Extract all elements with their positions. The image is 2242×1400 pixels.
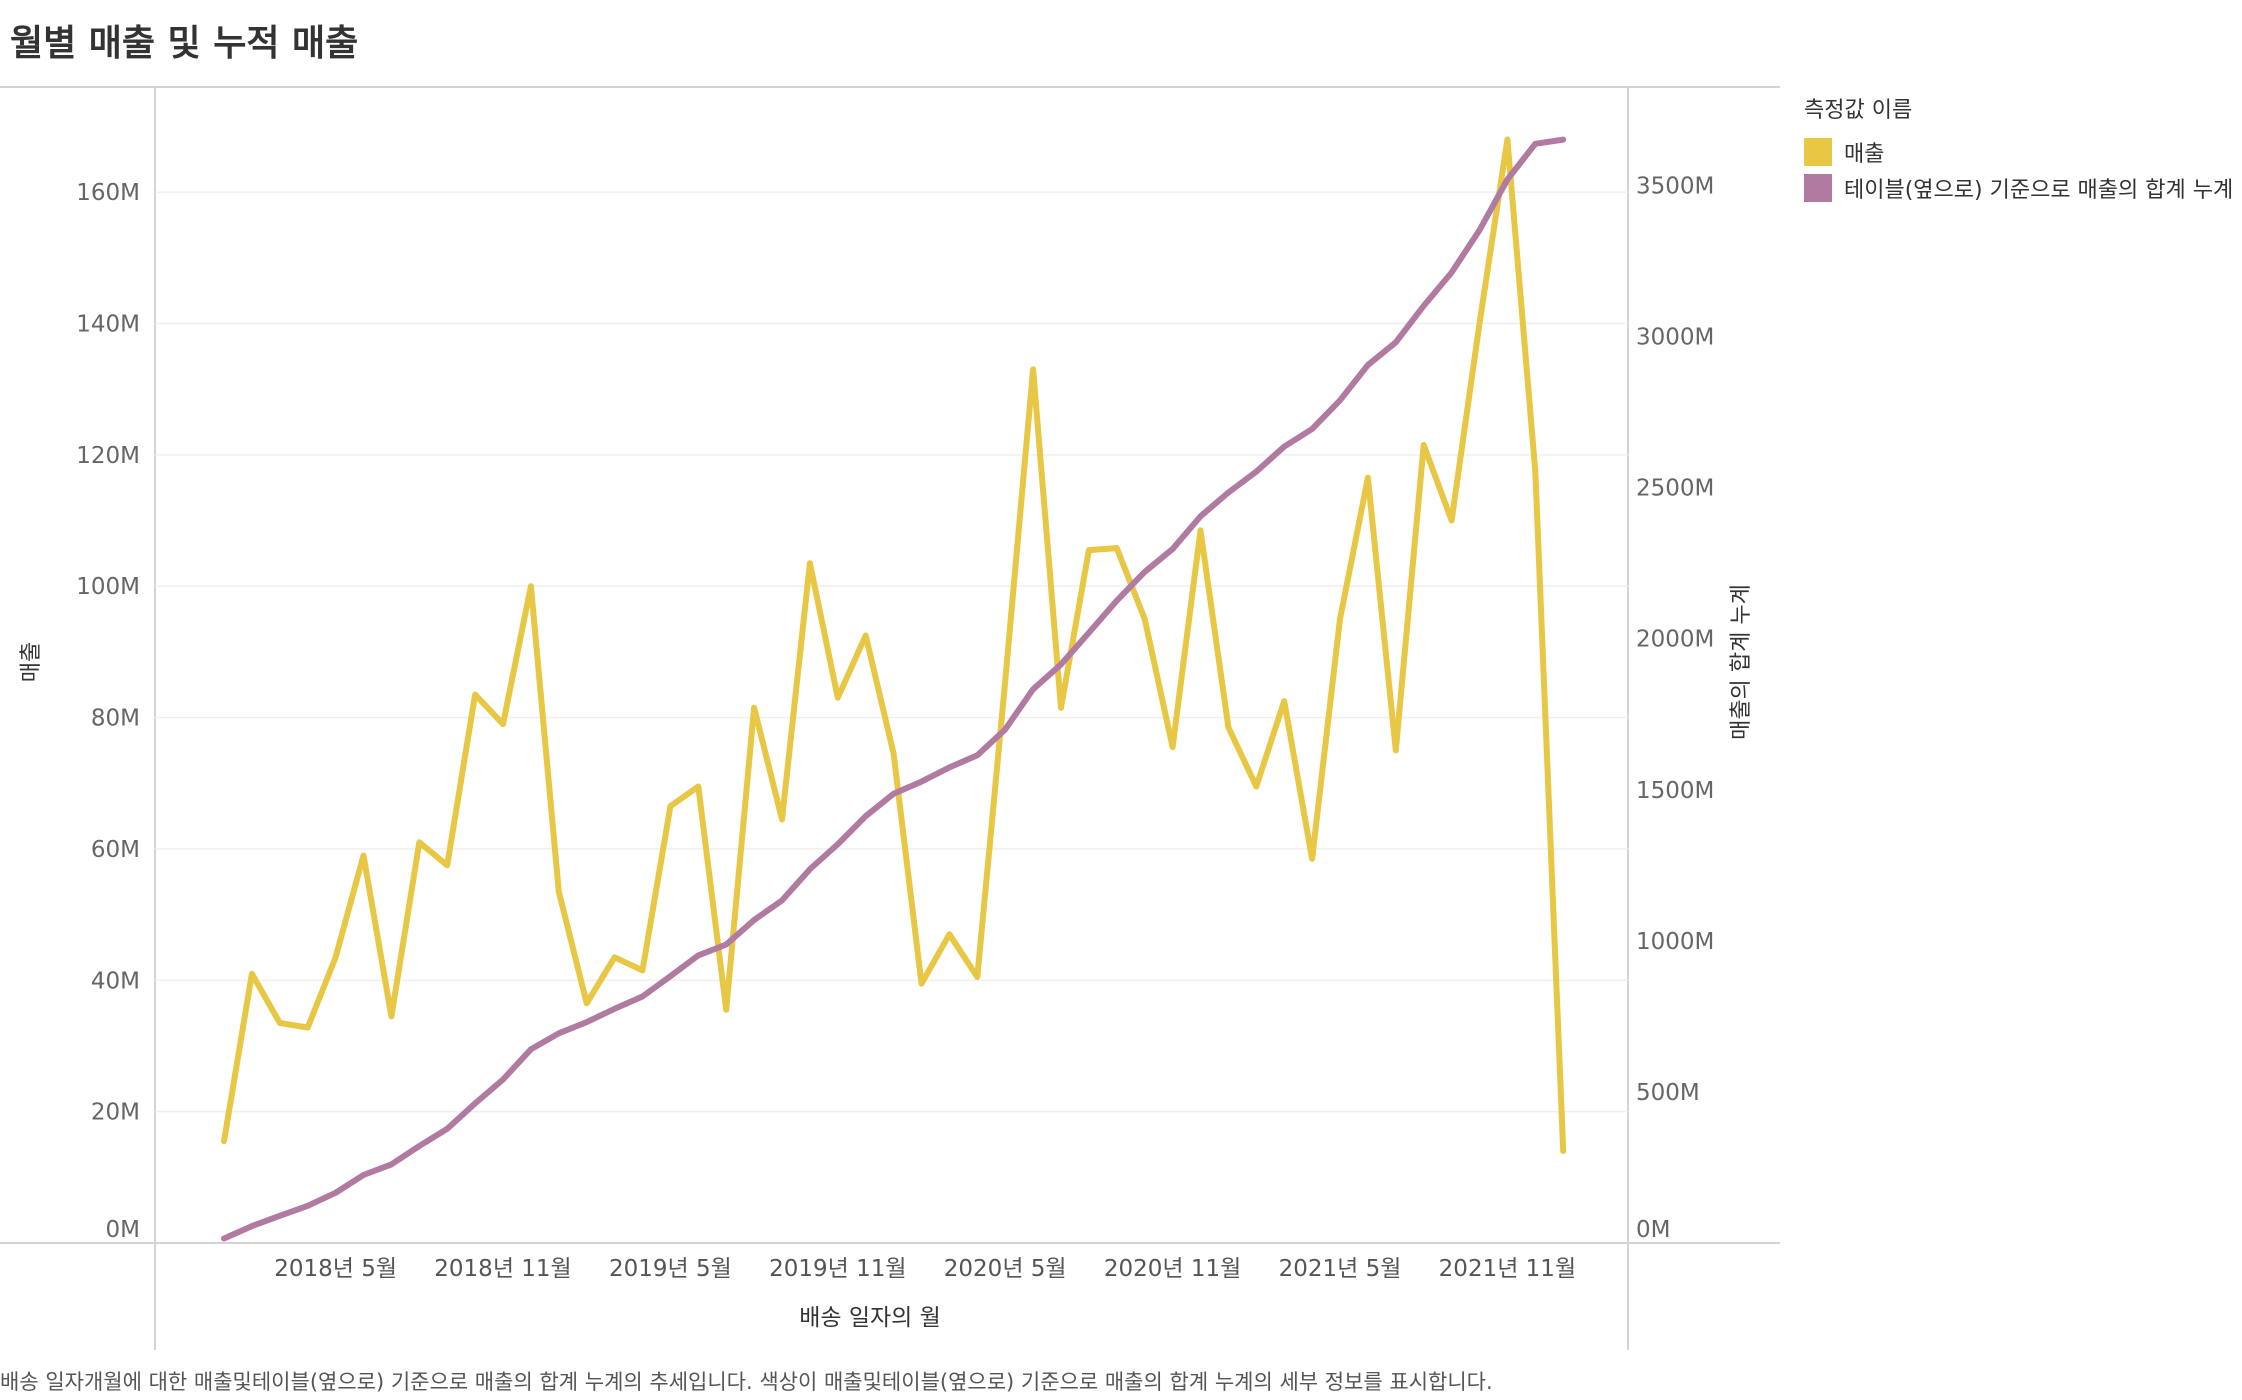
legend-item-sales[interactable]: 매출 bbox=[1804, 134, 2233, 170]
y-axis-label-right: 매출의 합계 누계 bbox=[1729, 584, 1754, 740]
y-left-tick-label: 160M bbox=[76, 180, 140, 206]
y-left-tick-label: 0M bbox=[106, 1217, 140, 1243]
x-tick-label: 2018년 11월 bbox=[434, 1256, 571, 1282]
y-right-tick-label: 3000M bbox=[1636, 325, 1714, 351]
y-left-tick-label: 140M bbox=[76, 311, 140, 337]
y-left-tick-label: 20M bbox=[91, 1100, 140, 1126]
y-right-tick-label: 1500M bbox=[1636, 778, 1714, 804]
chart-caption: 배송 일자개월에 대한 매출및테이블(옆으로) 기준으로 매출의 합계 누계의 … bbox=[0, 1370, 1493, 1394]
legend-title: 측정값 이름 bbox=[1804, 98, 1913, 123]
legend-label-cumulative: 테이블(옆으로) 기준으로 매출의 합계 누계 bbox=[1844, 178, 2234, 203]
x-tick-labels: 2018년 5월 2018년 11월 2019년 5월 2019년 11월 2020년 … bbox=[274, 1256, 1576, 1282]
y-left-tick-label: 80M bbox=[91, 706, 140, 732]
x-tick-label: 2019년 5월 bbox=[609, 1256, 732, 1282]
y-axis-label-left: 매출 bbox=[19, 642, 44, 682]
x-tick-label: 2020년 5월 bbox=[944, 1256, 1067, 1282]
x-tick-label: 2018년 5월 bbox=[274, 1256, 397, 1282]
y-right-tick-label: 500M bbox=[1636, 1080, 1700, 1106]
chart-frame bbox=[0, 86, 1780, 1350]
y-left-tick-labels: 0M 20M 40M 60M 80M 100M 120M 140M 160M bbox=[76, 180, 140, 1243]
y-right-tick-labels: 0M 500M 1000M 1500M 2000M 2500M 3000M 3500M bbox=[1636, 173, 1714, 1243]
y-left-tick-label: 40M bbox=[91, 968, 140, 994]
x-tick-label: 2019년 11월 bbox=[769, 1256, 906, 1282]
y-right-tick-label: 1000M bbox=[1636, 929, 1714, 955]
series-lines bbox=[221, 136, 1567, 1242]
legend-label-sales: 매출 bbox=[1844, 142, 1885, 167]
y-right-tick-label: 2000M bbox=[1636, 627, 1714, 653]
y-right-tick-label: 3500M bbox=[1636, 173, 1714, 199]
legend: 측정값 이름 매출 테이블(옆으로) 기준으로 매출의 합계 누계 bbox=[1804, 92, 2233, 206]
x-tick-label: 2021년 5월 bbox=[1279, 1256, 1402, 1282]
cumulative-sales-line bbox=[221, 136, 1567, 1242]
sales-line bbox=[221, 136, 1567, 1154]
x-axis-label: 배송 일자의 월 bbox=[799, 1305, 941, 1331]
y-left-tick-label: 60M bbox=[91, 837, 140, 863]
y-left-tick-label: 100M bbox=[76, 574, 140, 600]
legend-swatch-sales bbox=[1804, 138, 1832, 166]
chart-title: 월별 매출 및 누적 매출 bbox=[10, 23, 359, 64]
x-tick-label: 2020년 11월 bbox=[1104, 1256, 1241, 1282]
y-right-tick-label: 2500M bbox=[1636, 476, 1714, 502]
legend-swatch-cumulative bbox=[1804, 174, 1832, 202]
grid-lines bbox=[155, 191, 1628, 1113]
legend-item-cumulative[interactable]: 테이블(옆으로) 기준으로 매출의 합계 누계 bbox=[1804, 170, 2233, 206]
y-left-tick-label: 120M bbox=[76, 443, 140, 469]
y-right-tick-label: 0M bbox=[1636, 1217, 1670, 1243]
x-tick-label: 2021년 11월 bbox=[1439, 1256, 1576, 1282]
